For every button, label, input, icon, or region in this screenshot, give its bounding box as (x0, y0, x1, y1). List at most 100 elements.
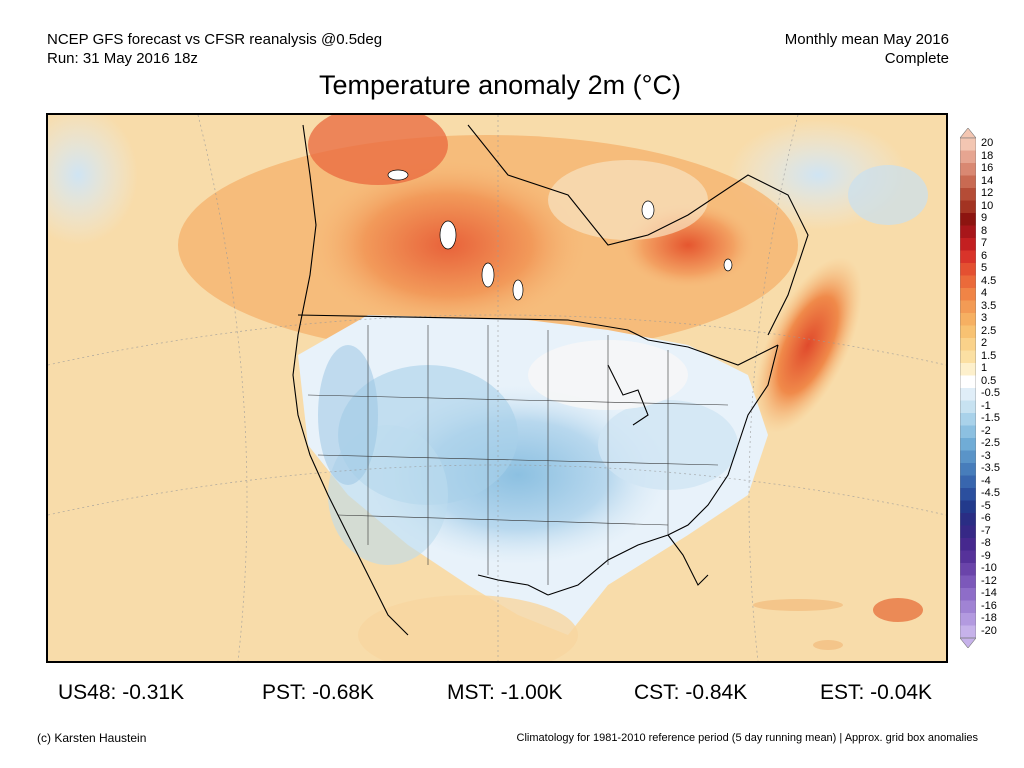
colorbar-tick-label: 7 (981, 237, 988, 250)
map-title: Temperature anomaly 2m (°C) (319, 70, 681, 100)
colorbar-swatch (960, 325, 976, 339)
header-right: Monthly mean May 2016 Complete (785, 30, 949, 68)
colorbar-swatch (960, 275, 976, 289)
colorbar-tick-label: 6 (981, 249, 988, 262)
colorbar-swatch (960, 213, 976, 226)
stat-est: EST: -0.04K (820, 681, 933, 704)
colorbar-swatch (960, 525, 976, 539)
colorbar-tick-label: -4.5 (981, 487, 1000, 500)
colorbar-swatch (960, 188, 976, 201)
map-canvas (48, 115, 946, 661)
colorbar-swatch (960, 250, 976, 264)
colorbar-swatch (960, 350, 976, 364)
colorbar-tick-label: -1 (981, 399, 991, 412)
anomaly-map (46, 113, 948, 663)
stat-cst: CST: -0.84K (634, 681, 748, 704)
colorbar-tick-label: -7 (981, 524, 991, 537)
completion-status: Complete (884, 50, 949, 67)
colorbar-tick-label: 3 (981, 312, 988, 325)
colorbar-swatch (960, 225, 976, 239)
colorbar-swatch (960, 300, 976, 314)
colorbar-tick-label: 5 (981, 262, 988, 275)
colorbar-swatch (960, 388, 976, 401)
colorbar-swatch (960, 488, 976, 501)
colorbar-tick-label: 4 (981, 287, 988, 300)
colorbar-tick-label: 4.5 (981, 274, 997, 287)
colorbar-tick-label: -2.5 (981, 437, 1000, 450)
colorbar-swatch (960, 550, 976, 564)
colorbar (959, 127, 977, 649)
colorbar-tick-label: -16 (981, 599, 997, 612)
colorbar-tick-label: -20 (981, 624, 997, 637)
colorbar-tick-label: -5 (981, 499, 991, 512)
colorbar-swatch (960, 425, 976, 439)
colorbar-swatch (960, 563, 976, 576)
colorbar-tick-label: 18 (981, 149, 994, 162)
colorbar-tick-label: 3.5 (981, 299, 997, 312)
colorbar-swatch (960, 200, 976, 214)
colorbar-tick-label: -10 (981, 562, 997, 575)
colorbar-tick-label: 9 (981, 212, 988, 225)
colorbar-bottom-arrow (959, 637, 977, 649)
colorbar-swatch (960, 475, 976, 489)
colorbar-tick-label: -18 (981, 612, 997, 625)
colorbar-tick-label: 14 (981, 174, 994, 187)
colorbar-swatch (960, 150, 976, 164)
colorbar-swatch (960, 438, 976, 451)
colorbar-swatch (960, 263, 976, 276)
colorbar-swatch (960, 375, 976, 389)
colorbar-tick-label: -3 (981, 449, 991, 462)
run-time: Run: 31 May 2016 18z (47, 50, 198, 67)
colorbar-tick-label: 10 (981, 199, 994, 212)
colorbar-swatch (960, 288, 976, 301)
colorbar-tick-label: -14 (981, 587, 997, 600)
colorbar-tick-label: 2.5 (981, 324, 997, 337)
colorbar-swatch (960, 500, 976, 514)
colorbar-tick-label: 12 (981, 187, 994, 200)
colorbar-swatch (960, 588, 976, 601)
colorbar-scale (959, 127, 977, 649)
colorbar-swatch (960, 600, 976, 614)
colorbar-swatch (960, 400, 976, 414)
colorbar-tick-label: -12 (981, 574, 997, 587)
colorbar-tick-label: 0.5 (981, 374, 997, 387)
colorbar-tick-label: 8 (981, 224, 988, 237)
colorbar-swatch (960, 138, 976, 151)
colorbar-swatch (960, 413, 976, 426)
colorbar-tick-label: 1 (981, 362, 988, 375)
stat-mst: MST: -1.00K (447, 681, 563, 704)
climatology-note: Climatology for 1981-2010 reference peri… (516, 732, 978, 744)
colorbar-top-arrow (959, 127, 977, 139)
colorbar-swatch (960, 363, 976, 376)
colorbar-swatch (960, 175, 976, 189)
colorbar-swatch (960, 575, 976, 589)
colorbar-tick-label: -0.5 (981, 387, 1000, 400)
colorbar-tick-label: -6 (981, 512, 991, 525)
colorbar-tick-label: 16 (981, 162, 994, 175)
colorbar-swatch (960, 463, 976, 476)
colorbar-swatch (960, 313, 976, 326)
colorbar-swatch (960, 450, 976, 464)
colorbar-tick-label: -4 (981, 474, 991, 487)
colorbar-swatch (960, 238, 976, 251)
colorbar-tick-label: 2 (981, 337, 988, 350)
colorbar-tick-label: -1.5 (981, 412, 1000, 425)
colorbar-tick-label: -9 (981, 549, 991, 562)
colorbar-tick-label: -3.5 (981, 462, 1000, 475)
colorbar-tick-label: 20 (981, 137, 994, 150)
colorbar-swatch (960, 613, 976, 626)
colorbar-swatch (960, 625, 976, 639)
period-label: Monthly mean May 2016 (784, 31, 949, 48)
colorbar-tick-label: -2 (981, 424, 991, 437)
colorbar-swatch (960, 338, 976, 351)
colorbar-swatch (960, 538, 976, 551)
colorbar-tick-label: -8 (981, 537, 991, 550)
stat-us48: US48: -0.31K (58, 681, 185, 704)
colorbar-swatch (960, 513, 976, 526)
header-left: NCEP GFS forecast vs CFSR reanalysis @0.… (47, 30, 382, 68)
credit: (c) Karsten Haustein (37, 731, 147, 745)
colorbar-tick-label: 1.5 (981, 349, 997, 362)
model-description: NCEP GFS forecast vs CFSR reanalysis @0.… (47, 31, 383, 48)
colorbar-swatch (960, 163, 976, 176)
stat-pst: PST: -0.68K (262, 681, 375, 704)
